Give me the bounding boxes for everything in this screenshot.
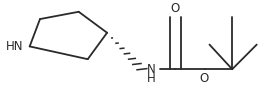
Text: O: O (171, 2, 180, 15)
Text: O: O (199, 72, 208, 85)
Text: N: N (147, 63, 155, 76)
Text: HN: HN (6, 40, 23, 53)
Text: H: H (147, 72, 155, 85)
